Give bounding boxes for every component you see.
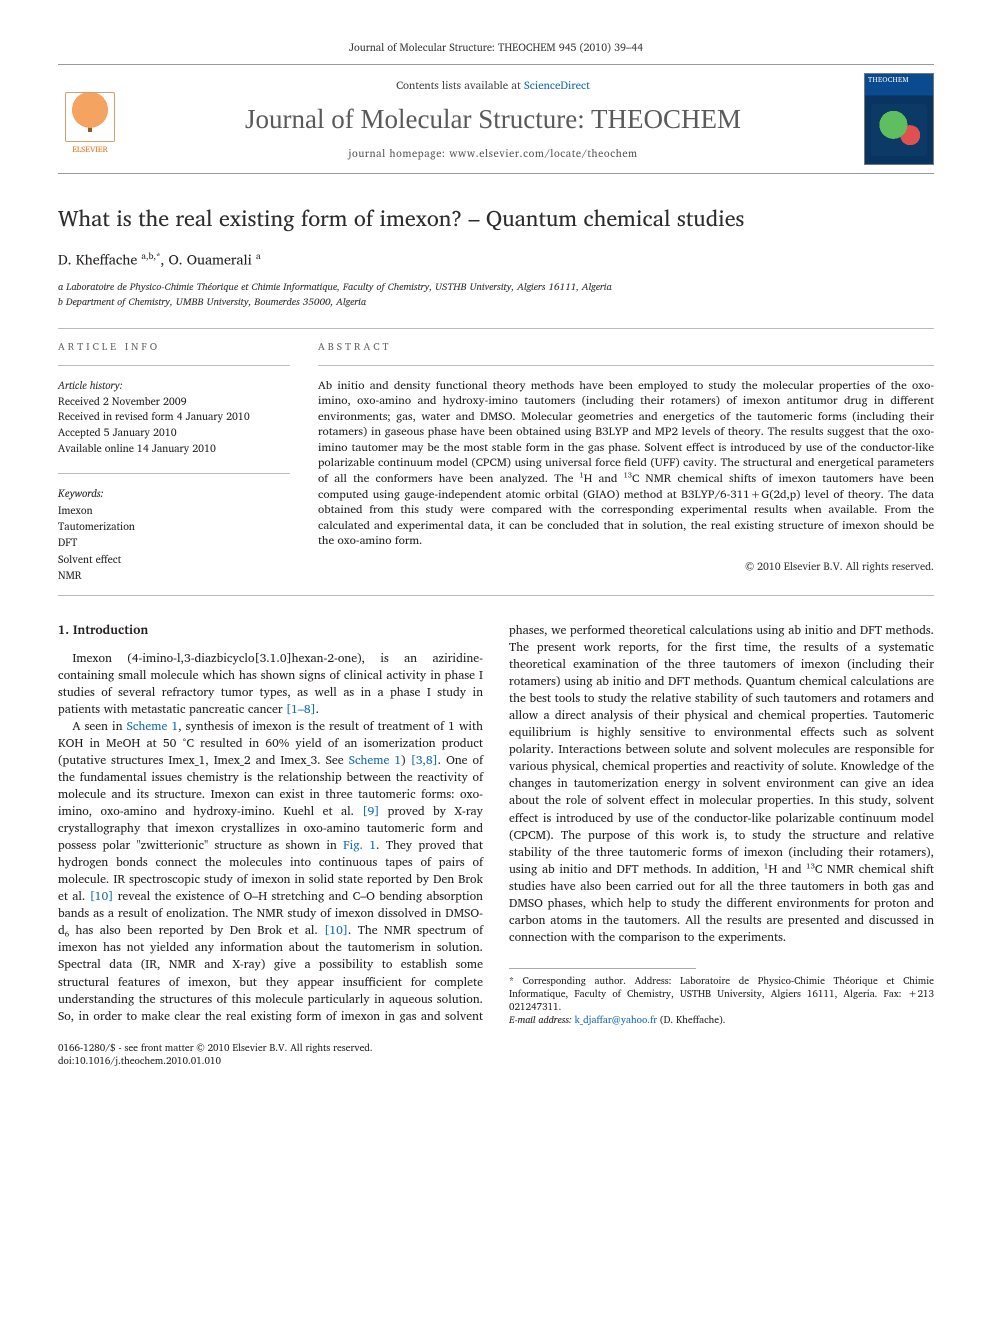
abstract-copyright: © 2010 Elsevier B.V. All rights reserved… [318, 559, 934, 573]
keyword: NMR [58, 567, 290, 583]
keywords-list: Imexon Tautomerization DFT Solvent effec… [58, 502, 290, 583]
abstract-text: Ab initio and density functional theory … [318, 378, 934, 549]
running-head: Journal of Molecular Structure: THEOCHEM… [58, 40, 934, 54]
keyword: DFT [58, 534, 290, 550]
section-divider [58, 328, 934, 329]
homepage-prefix: journal homepage: [348, 144, 449, 162]
affiliation-a: a Laboratoire de Physico-Chimie Théoriqu… [58, 280, 934, 295]
author-list: D. Kheffache a,b,*, O. Ouamerali a [58, 250, 934, 271]
cover-art-icon [871, 104, 927, 156]
homepage-url: www.elsevier.com/locate/theochem [449, 144, 637, 162]
info-divider [58, 473, 290, 474]
keyword: Imexon [58, 502, 290, 518]
keywords-label: Keywords: [58, 486, 290, 500]
elsevier-logo: ELSEVIER [58, 83, 122, 155]
journal-name: Journal of Molecular Structure: THEOCHEM [136, 101, 850, 137]
journal-masthead: ELSEVIER Contents lists available at Sci… [58, 64, 934, 174]
contents-prefix: Contents lists available at [396, 76, 524, 94]
article-info-label: ARTICLE INFO [58, 341, 290, 355]
abstract-divider [318, 365, 934, 366]
affiliation-b: b Department of Chemistry, UMBB Universi… [58, 295, 934, 310]
abstract-column: ABSTRACT Ab initio and density functiona… [318, 341, 934, 583]
doi-block: 0166-1280/$ - see front matter © 2010 El… [58, 1042, 934, 1069]
article-info-column: ARTICLE INFO Article history: Received 2… [58, 341, 290, 583]
affiliations: a Laboratoire de Physico-Chimie Théoriqu… [58, 280, 934, 310]
footnote-divider [509, 968, 696, 969]
abstract-label: ABSTRACT [318, 341, 934, 355]
cover-label: THEOCHEM [868, 76, 930, 85]
email-label: E-mail address: [509, 1012, 575, 1028]
elsevier-tree-icon [65, 92, 115, 142]
text-run: Imexon (4-imino-l,3-diazbicyclo[3.1.0]he… [58, 649, 483, 719]
section-divider [58, 595, 934, 596]
corresponding-author-footnote: * Corresponding author. Address: Laborat… [509, 975, 934, 1028]
journal-cover-thumbnail: THEOCHEM [864, 73, 934, 165]
history-online: Available online 14 January 2010 [58, 441, 290, 457]
contents-line: Contents lists available at ScienceDirec… [136, 78, 850, 93]
body-paragraph: Imexon (4-imino-l,3-diazbicyclo[3.1.0]he… [58, 650, 483, 718]
body-two-column: 1. Introduction Imexon (4-imino-l,3-diaz… [58, 622, 934, 1027]
doi-line: doi:10.1016/j.theochem.2010.01.010 [58, 1055, 934, 1069]
keyword: Solvent effect [58, 551, 290, 567]
sciencedirect-link[interactable]: ScienceDirect [524, 76, 590, 94]
intro-heading: 1. Introduction [58, 622, 483, 640]
article-title: What is the real existing form of imexon… [58, 204, 934, 234]
keyword: Tautomerization [58, 518, 290, 534]
journal-homepage: journal homepage: www.elsevier.com/locat… [136, 146, 850, 160]
info-divider [58, 365, 290, 366]
author-email-link[interactable]: k_djaffar@yahoo.fr [575, 1012, 657, 1028]
corr-author-text: * Corresponding author. Address: Laborat… [509, 975, 934, 1015]
elsevier-logo-text: ELSEVIER [72, 144, 108, 155]
email-suffix: (D. Kheffache). [657, 1012, 725, 1028]
